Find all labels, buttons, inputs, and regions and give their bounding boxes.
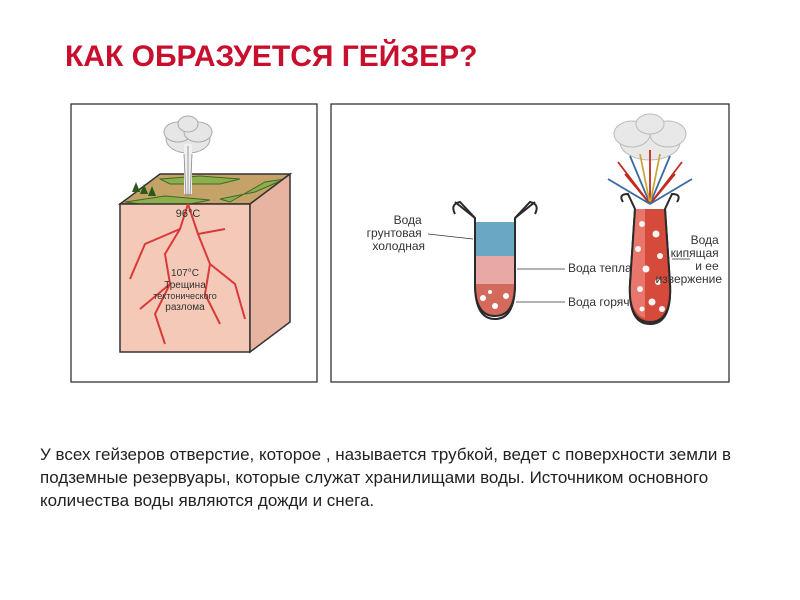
explanation-text: У всех гейзеров отверстие, которое , наз…	[30, 444, 770, 513]
water-stages-diagram: Вода грунтовая холодная Вода теплая Вода…	[330, 84, 730, 384]
cross-section-diagram: 96°С 107°С Трещина тектон	[70, 84, 320, 384]
crack-label-2: Трещина	[164, 280, 206, 291]
reservoir-vessel	[453, 202, 536, 319]
label-warmwater: Вода теплая	[568, 261, 638, 275]
crack-label-3: тектонического	[153, 291, 216, 301]
eruption-vessel	[608, 114, 692, 324]
surface-temp-label: 96°С	[176, 208, 201, 220]
page-title: КАК ОБРАЗУЕТСЯ ГЕЙЗЕР?	[65, 40, 770, 74]
diagram-container: 96°С 107°С Трещина тектон	[30, 84, 770, 404]
crack-label-4: разлома	[165, 302, 205, 313]
label-coldwater: Вода грунтовая холодная	[367, 213, 425, 253]
crack-temp-label: 107°С	[171, 268, 199, 279]
